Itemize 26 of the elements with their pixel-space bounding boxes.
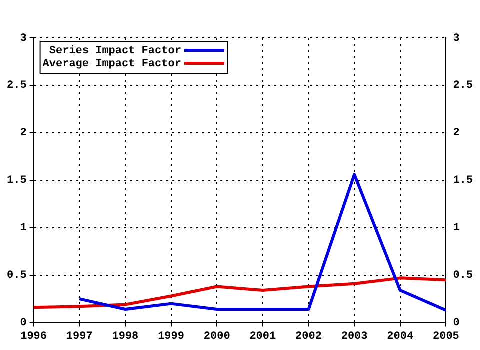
y-tick-label: 0 xyxy=(20,318,27,330)
x-tick-label: 1998 xyxy=(112,331,140,344)
y-tick-label: 2 xyxy=(20,128,27,140)
y2-tick-label: 2 xyxy=(453,128,460,140)
x-tick-label: 2002 xyxy=(296,331,322,344)
x-tick-label: 2005 xyxy=(432,331,460,344)
y-tick-label: 1 xyxy=(20,222,28,235)
y-tick-label: 3 xyxy=(20,32,28,45)
y-tick-label: 0.5 xyxy=(6,270,28,282)
y2-tick-label: 0 xyxy=(453,318,460,330)
x-tick-label: 2004 xyxy=(387,331,414,344)
legend-label: Series Impact Factor xyxy=(49,45,182,58)
x-tick-label: 2003 xyxy=(341,331,368,344)
y-tick-label: 1.5 xyxy=(6,175,28,188)
x-tick-label: 1999 xyxy=(158,331,184,344)
legend-label: Average Impact Factor xyxy=(42,58,182,70)
y-tick-label: 2.5 xyxy=(6,80,28,92)
y2-tick-label: 1.5 xyxy=(453,175,474,188)
x-tick-label: 2001 xyxy=(250,331,277,344)
x-tick-label: 2000 xyxy=(204,331,230,344)
x-tick-label: 1997 xyxy=(66,331,93,344)
y2-tick-label: 1 xyxy=(453,222,460,235)
y2-tick-label: 3 xyxy=(453,32,460,45)
y2-tick-label: 0.5 xyxy=(453,270,474,282)
x-tick-label: 1996 xyxy=(20,331,48,344)
y2-tick-label: 2.5 xyxy=(453,80,474,92)
